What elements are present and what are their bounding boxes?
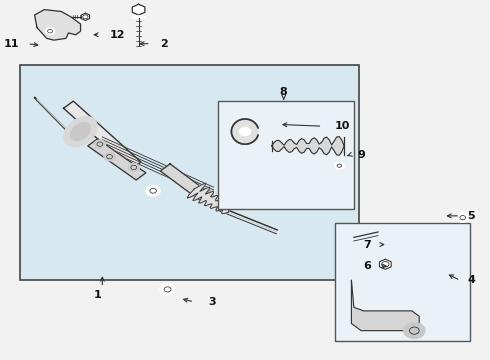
- Circle shape: [128, 163, 140, 172]
- Text: 9: 9: [357, 150, 365, 160]
- Circle shape: [104, 152, 115, 161]
- Ellipse shape: [64, 117, 97, 147]
- Bar: [20, 65, 359, 280]
- Text: 11: 11: [3, 39, 19, 49]
- Circle shape: [160, 284, 175, 295]
- Polygon shape: [379, 259, 391, 269]
- Text: 12: 12: [110, 30, 125, 40]
- Bar: [219, 101, 354, 209]
- Circle shape: [335, 162, 344, 169]
- Circle shape: [404, 323, 425, 338]
- Ellipse shape: [132, 16, 146, 19]
- Text: 10: 10: [335, 121, 350, 131]
- Circle shape: [45, 28, 55, 35]
- Text: 3: 3: [209, 297, 217, 307]
- Text: 7: 7: [363, 239, 371, 249]
- Polygon shape: [35, 10, 80, 40]
- Polygon shape: [160, 164, 209, 200]
- Polygon shape: [271, 136, 344, 155]
- Circle shape: [456, 213, 469, 222]
- Circle shape: [239, 127, 251, 136]
- Polygon shape: [231, 119, 258, 144]
- Text: 6: 6: [363, 261, 371, 271]
- Text: 1: 1: [94, 290, 101, 300]
- Polygon shape: [351, 280, 419, 330]
- Text: 5: 5: [467, 211, 475, 221]
- Polygon shape: [64, 101, 141, 169]
- Text: 4: 4: [467, 275, 475, 285]
- Bar: [335, 223, 470, 341]
- Polygon shape: [88, 139, 146, 180]
- Polygon shape: [187, 183, 229, 213]
- Ellipse shape: [71, 122, 91, 141]
- Polygon shape: [81, 13, 90, 21]
- Circle shape: [94, 140, 106, 148]
- Circle shape: [146, 185, 160, 196]
- Polygon shape: [132, 4, 145, 15]
- Text: 8: 8: [280, 87, 288, 97]
- Text: 2: 2: [160, 39, 168, 49]
